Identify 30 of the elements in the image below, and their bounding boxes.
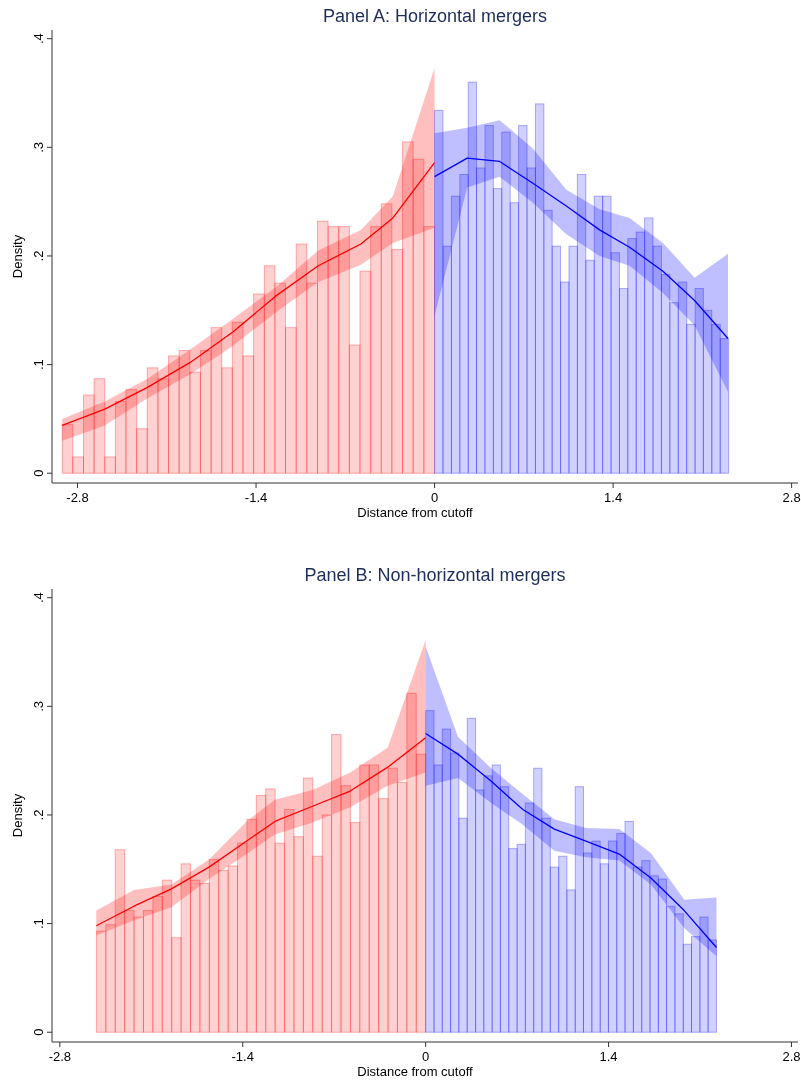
x-tick-label: 1.4 bbox=[604, 490, 623, 505]
line-series bbox=[425, 732, 718, 949]
y-tick-label: 0 bbox=[31, 469, 46, 477]
line-series bbox=[95, 737, 427, 927]
x-tick-label: 2.8 bbox=[782, 490, 801, 505]
x-axis-title: Distance from cutoff bbox=[357, 505, 474, 520]
x-tick-label: -2.8 bbox=[48, 1049, 72, 1064]
x-tick-label: 0 bbox=[430, 490, 439, 505]
chart-title: Panel B: Non-horizontal mergers bbox=[304, 565, 566, 585]
line-series bbox=[433, 157, 729, 340]
x-tick-label: 0 bbox=[422, 1049, 430, 1064]
x-tick-label: 2.8 bbox=[782, 1049, 801, 1064]
y-axis-title: Density bbox=[10, 793, 25, 838]
x-tick-label: 1.4 bbox=[599, 1049, 618, 1064]
y-tick-label: 0 bbox=[31, 1028, 46, 1036]
x-tick-label: -2.8 bbox=[66, 490, 89, 505]
y-tick-label: .4 bbox=[31, 592, 46, 604]
x-axis-title: Distance from cutoff bbox=[357, 1064, 474, 1079]
chart-title: Panel A: Horizontal mergers bbox=[322, 6, 548, 26]
y-tick-label: .1 bbox=[31, 359, 46, 371]
y-tick-label: .3 bbox=[31, 700, 46, 712]
x-tick-label: -1.4 bbox=[231, 1049, 254, 1064]
y-axis-title: Density bbox=[10, 234, 25, 279]
y-tick-label: .3 bbox=[31, 141, 46, 153]
y-tick-label: .1 bbox=[31, 918, 46, 930]
x-tick-label: -1.4 bbox=[244, 490, 268, 505]
y-tick-label: .2 bbox=[31, 250, 46, 262]
y-tick-label: .2 bbox=[31, 809, 46, 821]
line-series bbox=[61, 161, 436, 427]
y-tick-label: .4 bbox=[31, 33, 46, 45]
